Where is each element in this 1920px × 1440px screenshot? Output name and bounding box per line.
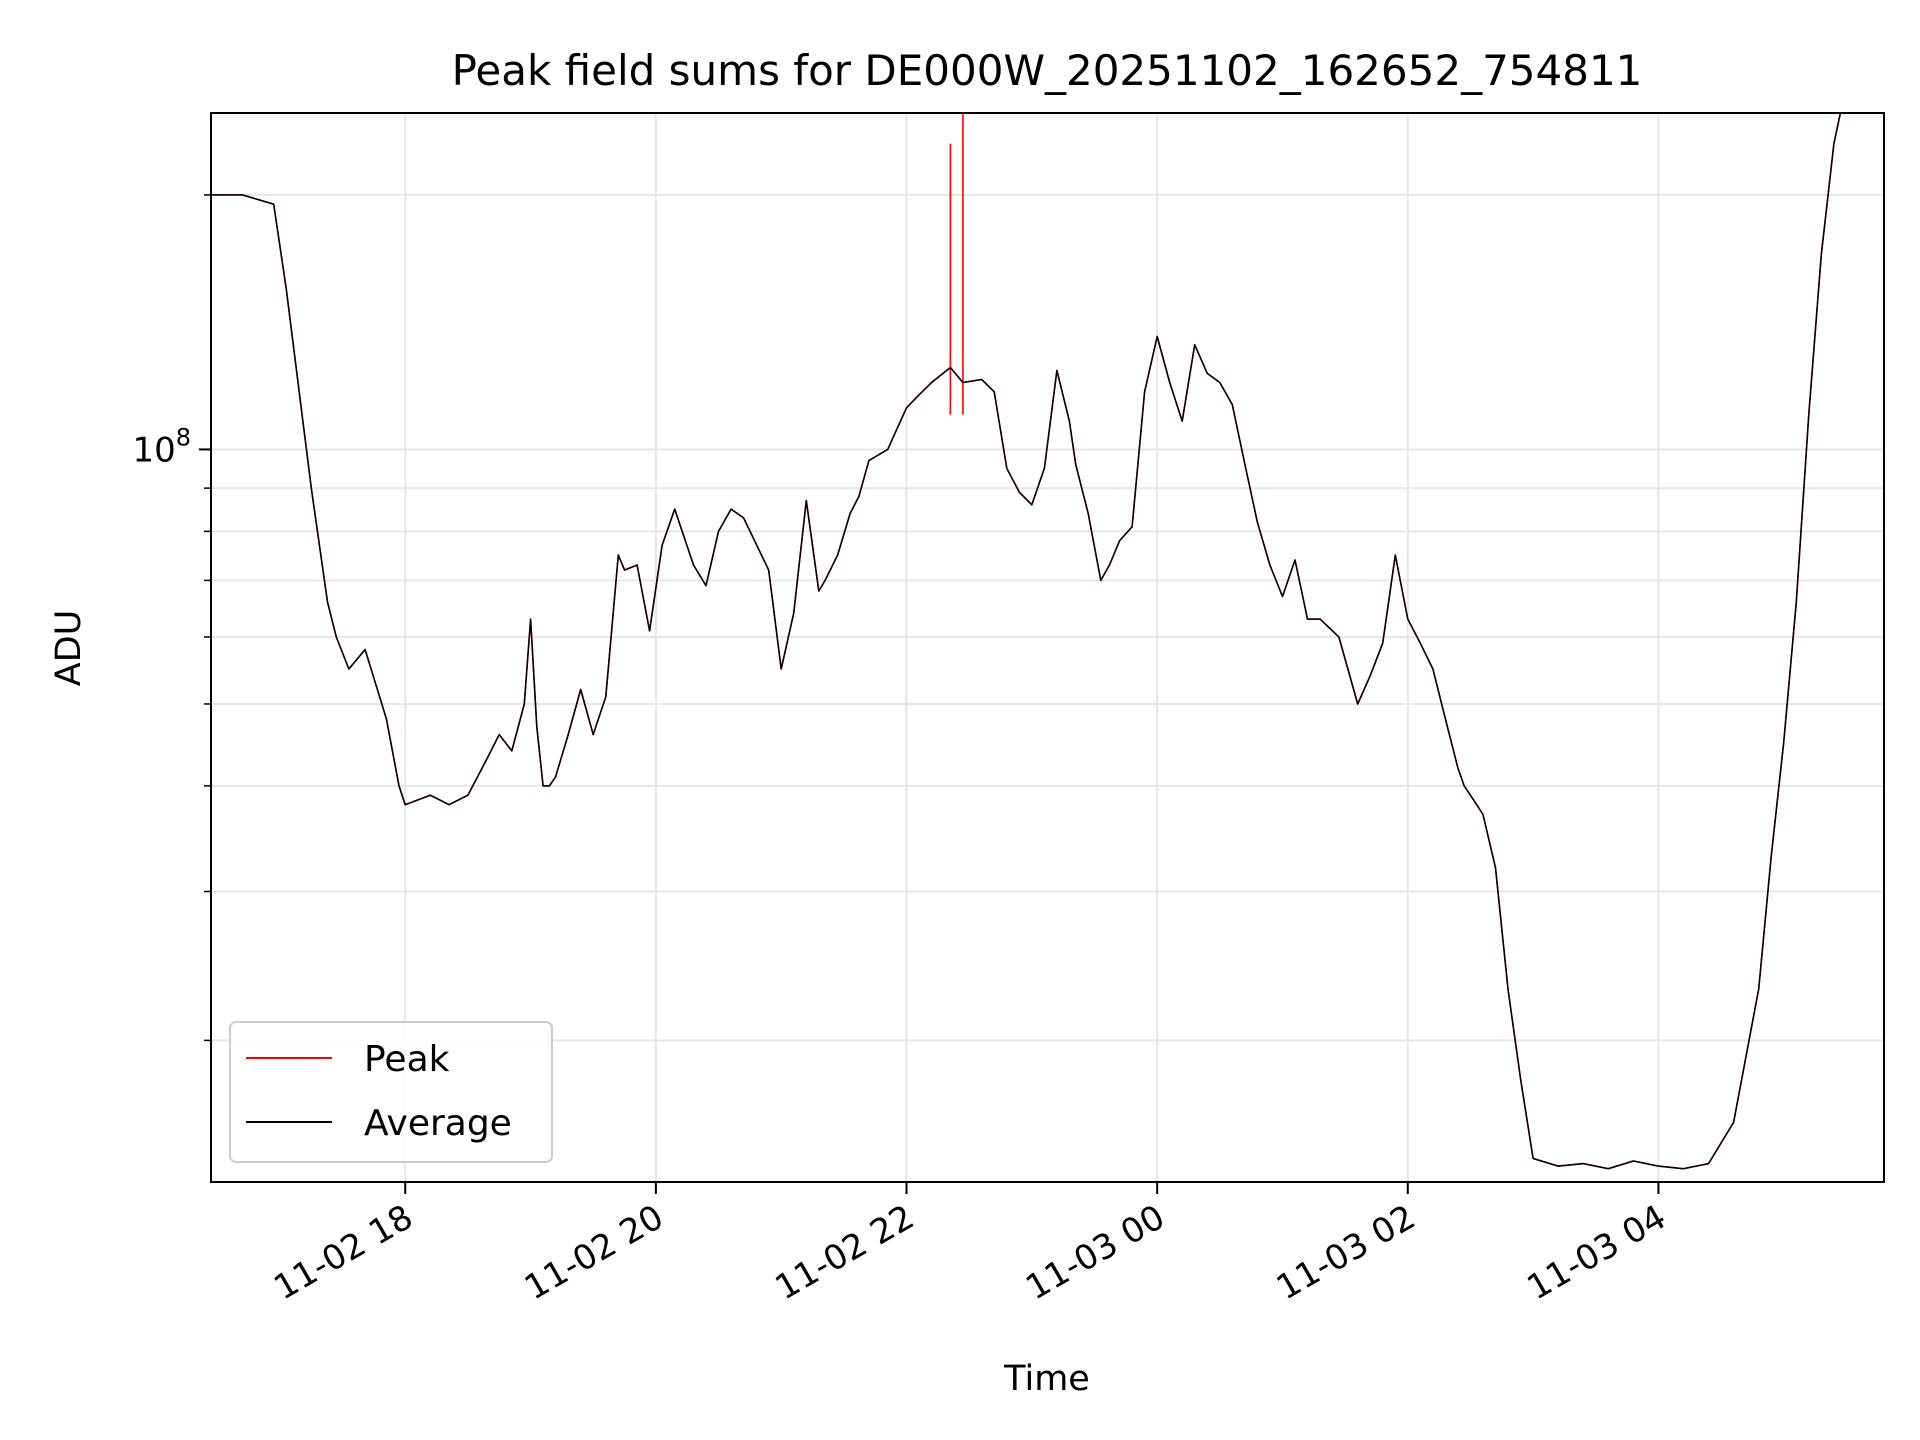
legend: Peak Average (229, 1021, 553, 1163)
axes-frame (210, 112, 1885, 1183)
series-peak (949, 113, 964, 415)
plot-area (211, 113, 1842, 1170)
legend-average-label: Average (364, 1103, 512, 1144)
series-average (211, 113, 1842, 1170)
y-axis: 108 (132, 194, 211, 1042)
x-axis-label: Time (1003, 1359, 1090, 1399)
chart-title: Peak field sums for DE000W_20251102_1626… (452, 46, 1643, 95)
legend-peak-label: Peak (364, 1039, 450, 1080)
average-line (211, 113, 1842, 1170)
y-tick-label: 108 (132, 423, 191, 470)
grid (211, 113, 1884, 1182)
y-axis-label: ADU (49, 610, 89, 687)
